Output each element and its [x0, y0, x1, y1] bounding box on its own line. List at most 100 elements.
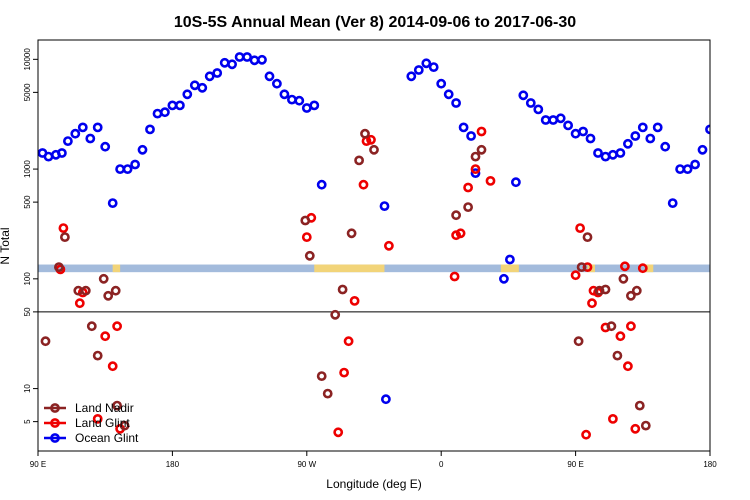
- ocean-glint-point-1: [43, 151, 54, 162]
- land-nadir-point-37: [640, 420, 651, 431]
- land-nadir-point-16: [330, 309, 341, 320]
- land-nadir-point-17: [337, 284, 348, 295]
- ocean-glint-point-20: [182, 89, 193, 100]
- ocean-glint-point-62: [578, 126, 588, 137]
- ocean-glint-point-21: [189, 80, 200, 91]
- ocean-glint-point-67: [615, 148, 626, 158]
- legend-marker-ocean-glint: [50, 433, 60, 443]
- ocean-glint-point-69: [630, 131, 641, 141]
- land-glint-point-21: [455, 228, 466, 239]
- legend-marker-land-nadir: [50, 403, 60, 413]
- land-nadir-point-31: [606, 321, 617, 332]
- ocean-glint-point-64: [593, 148, 603, 158]
- land-glint-point-7: [112, 321, 122, 332]
- ocean-glint-point-4: [63, 136, 73, 146]
- land-nadir-point-22: [451, 210, 461, 221]
- ocean-glint-point-46: [443, 89, 454, 100]
- land-nadir-point-23: [463, 202, 473, 212]
- ocean-glint-point-28: [242, 52, 252, 62]
- ocean-glint-point-26: [227, 59, 237, 70]
- ocean-glint-point-43: [421, 58, 432, 69]
- ocean-glint-point-40: [380, 394, 391, 405]
- ocean-glint-point-76: [682, 164, 693, 174]
- land-glint-point-23: [470, 164, 481, 174]
- ocean-glint-point-48: [458, 122, 469, 133]
- ocean-glint-point-3: [57, 148, 67, 158]
- y-tick-label-5: 1000: [23, 160, 32, 178]
- ocean-glint-point-66: [608, 149, 618, 160]
- land-glint-point-11: [343, 336, 354, 347]
- land-glint-point-26: [581, 429, 591, 440]
- land-nadir-point-7: [98, 273, 109, 284]
- land-nadir-point-9: [110, 285, 121, 296]
- ocean-glint-point-25: [219, 57, 230, 68]
- ocean-glint-point-44: [428, 62, 439, 72]
- ocean-glint-point-22: [197, 82, 208, 93]
- ocean-glint-point-29: [249, 55, 260, 66]
- ocean-glint-point-31: [264, 71, 275, 82]
- ocean-glint-point-35: [294, 95, 305, 106]
- land-glint-point-16: [383, 240, 394, 251]
- ocean-glint-point-51: [498, 273, 509, 284]
- land-nadir-point-2: [60, 232, 70, 242]
- ocean-glint-point-39: [379, 201, 390, 211]
- ocean-glint-point-45: [436, 78, 447, 89]
- ocean-glint-point-52: [504, 254, 515, 265]
- ocean-glint-point-10: [107, 198, 118, 208]
- y-tick-label-7: 10000: [23, 48, 32, 71]
- ocean-glint-point-12: [122, 164, 133, 174]
- ocean-glint-point-61: [570, 128, 581, 139]
- plot-frame: [37, 39, 711, 452]
- ocean-glint-point-71: [645, 133, 656, 144]
- land-nadir-point-12: [300, 215, 311, 226]
- ocean-glint-point-73: [660, 141, 671, 152]
- land-nadir-point-21: [369, 144, 379, 155]
- ocean-glint-point-18: [167, 100, 178, 111]
- land-nadir-point-18: [346, 228, 357, 239]
- land-nadir-point-24: [470, 151, 481, 162]
- ocean-glint-point-60: [563, 120, 573, 131]
- land-glint-point-5: [100, 331, 111, 342]
- ocean-glint-point-53: [511, 177, 521, 188]
- x-tick-label-2: 90 W: [297, 460, 316, 469]
- land-strip-segment-2: [500, 264, 519, 273]
- land-glint-point-38: [575, 223, 585, 233]
- x-tick-label-5: 180: [703, 460, 717, 469]
- ocean-glint-point-17: [159, 107, 170, 118]
- ocean-glint-point-78: [697, 144, 708, 155]
- ocean-glint-point-75: [675, 164, 685, 174]
- land-nadir-point-32: [612, 350, 623, 361]
- ocean-glint-point-68: [623, 138, 633, 149]
- ocean-glint-point-81: [721, 109, 728, 116]
- land-glint-point-30: [608, 413, 618, 424]
- land-glint-point-27: [587, 298, 597, 309]
- ocean-glint-point-74: [667, 198, 678, 208]
- land-nadir-point-19: [354, 155, 364, 166]
- land-glint-point-32: [623, 361, 633, 372]
- land-glint-point-31: [615, 331, 626, 342]
- x-tick-label-4: 90 E: [567, 460, 583, 469]
- land-nadir-point-27: [576, 262, 587, 272]
- land-strip-segment-1: [314, 264, 385, 273]
- ocean-glint-point-14: [137, 144, 148, 155]
- ocean-glint-point-32: [271, 78, 282, 89]
- land-nadir-point-8: [103, 290, 114, 301]
- ocean-glint-point-57: [540, 115, 551, 125]
- land-nadir-point-11: [119, 420, 130, 431]
- ocean-glint-point-24: [212, 68, 223, 78]
- ocean-glint-point-41: [406, 71, 417, 82]
- land-glint-point-33: [626, 321, 636, 332]
- y-tick-label-2: 50: [23, 307, 32, 316]
- y-tick-label-4: 500: [23, 195, 32, 209]
- land-nadir-point-36: [634, 400, 645, 411]
- legend-label-ocean-glint: Ocean Glint: [75, 431, 139, 445]
- land-nadir-point-1: [54, 262, 64, 272]
- land-strip-segment-0: [112, 264, 121, 273]
- x-tick-label-0: 90 E: [30, 460, 46, 469]
- ocean-glint-point-9: [100, 141, 111, 152]
- land-glint-point-19: [449, 271, 460, 282]
- land-nadir-point-20: [360, 128, 370, 139]
- ocean-glint-point-6: [77, 122, 88, 133]
